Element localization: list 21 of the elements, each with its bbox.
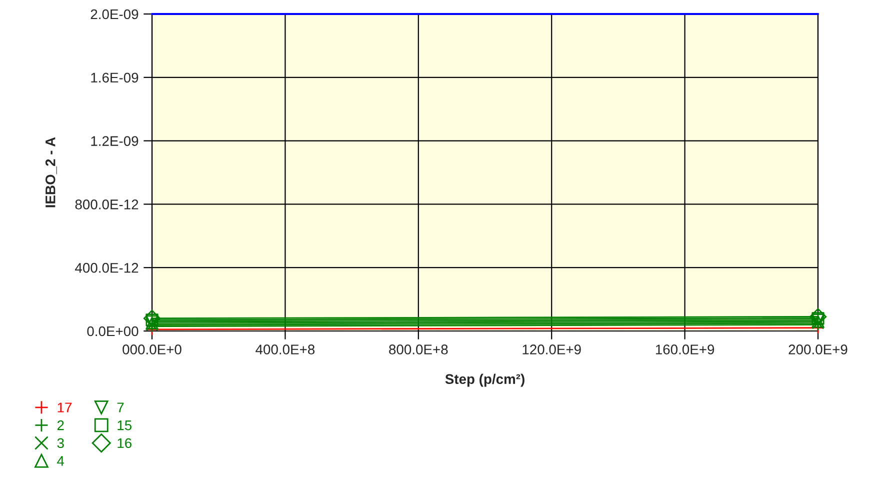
legend-label: 7 (117, 402, 124, 412)
y-tick-label: 400.0E-12 (75, 262, 138, 273)
x-axis-title: Step (p/cm²) (445, 374, 524, 387)
x-tick-label: 400.0E+8 (256, 344, 315, 354)
x-tick-label: 160.0E+9 (656, 344, 714, 354)
y-tick-label: 2.0E-09 (90, 9, 138, 20)
legend-label: 15 (118, 420, 132, 430)
y-tick-label: 800.0E-12 (75, 200, 138, 210)
legend-label: 4 (57, 456, 64, 466)
y-tick-label: 1.6E-09 (91, 72, 138, 83)
legend-label: 3 (57, 438, 64, 448)
legend-label: 16 (118, 438, 132, 448)
legend-label: 2 (57, 420, 64, 430)
x-tick-label: 200.0E+9 (788, 344, 848, 354)
y-tick-label: 1.2E-09 (91, 136, 138, 146)
y-axis-title: IEBO_2 - A (45, 137, 57, 208)
x-tick-label: 120.0E+9 (522, 344, 581, 354)
y-tick-label: 0.0E+00 (87, 326, 138, 336)
x-tick-label: 800.0E+8 (389, 344, 448, 354)
legend-label: 17 (58, 402, 72, 412)
x-tick-label: 000.0E+0 (122, 344, 182, 354)
